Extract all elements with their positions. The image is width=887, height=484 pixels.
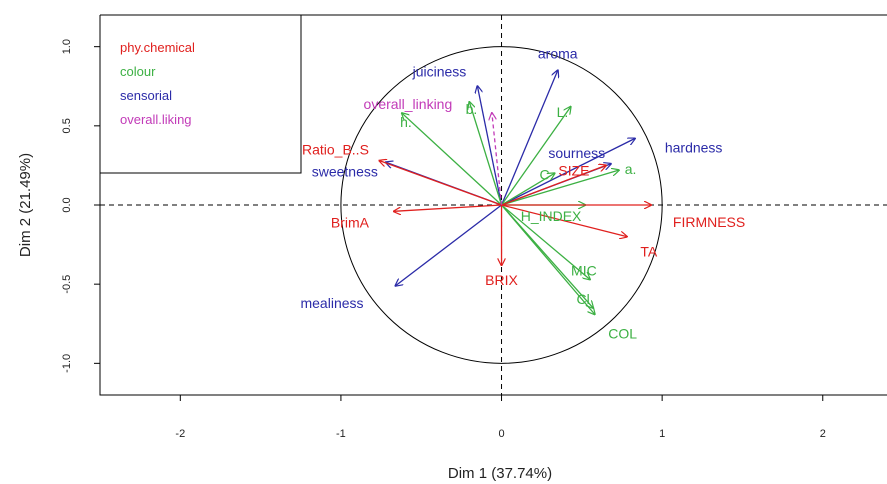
variable-arrows bbox=[379, 70, 650, 314]
label-juiciness: juiciness bbox=[412, 63, 467, 79]
x-tick-label: -1 bbox=[336, 428, 346, 440]
axis-ticks: -2 -1 0 1 2 -1.0 -0.5 0.0 0.5 1.0 bbox=[61, 39, 826, 440]
correlation-circle bbox=[340, 46, 663, 364]
x-axis-title: Dim 1 (37.74%) bbox=[448, 465, 552, 482]
label-b: b. bbox=[466, 101, 478, 117]
legend: phy.chemical colour sensorial overall.likin… bbox=[120, 40, 195, 127]
legend-entry-sensorial: sensorial bbox=[120, 88, 172, 103]
arrow-mic bbox=[501, 204, 590, 279]
label-h: h. bbox=[400, 114, 412, 130]
label-aroma: aroma bbox=[538, 45, 578, 61]
plot-border bbox=[99, 14, 887, 396]
arrow-mealiness bbox=[396, 204, 502, 286]
y-tick-label: -0.5 bbox=[61, 275, 73, 294]
legend-entry-phy-chemical: phy.chemical bbox=[120, 40, 195, 55]
arrow-col bbox=[501, 204, 595, 314]
arrow-a bbox=[501, 170, 619, 206]
y-tick-label: 0.5 bbox=[61, 118, 73, 133]
label-h-index: H_INDEX bbox=[521, 208, 582, 224]
arrow-size bbox=[501, 165, 606, 206]
arrow-l bbox=[500, 107, 571, 206]
arrow-aroma bbox=[500, 70, 558, 206]
y-tick-label: 0.0 bbox=[61, 197, 73, 212]
arrow-brima bbox=[394, 204, 502, 211]
arrow-hardness bbox=[501, 139, 635, 206]
legend-entry-colour: colour bbox=[120, 64, 156, 79]
label-overall-linking: overall_linking bbox=[364, 96, 453, 112]
arrow-ratio-b-s bbox=[379, 161, 502, 206]
label-sweetness: sweetness bbox=[312, 163, 378, 179]
arrow-b bbox=[469, 102, 503, 206]
label-hardness: hardness bbox=[665, 140, 723, 156]
label-ratio-b-s: Ratio_B..S bbox=[302, 142, 369, 158]
label-cl: Cl bbox=[576, 291, 589, 307]
arrow-juiciness bbox=[477, 86, 503, 206]
x-tick-label: -2 bbox=[175, 428, 185, 440]
x-tick-label: 2 bbox=[820, 428, 826, 440]
arrow-ta bbox=[501, 204, 627, 237]
label-brima: BrimA bbox=[331, 214, 370, 230]
label-mic: MIC bbox=[571, 262, 597, 278]
y-axis-title: Dim 2 (21.49%) bbox=[17, 153, 34, 257]
label-c: C. bbox=[540, 166, 554, 182]
label-a: a. bbox=[625, 161, 637, 177]
label-l: L. bbox=[557, 104, 569, 120]
arrow-overall-linking bbox=[492, 113, 503, 206]
legend-entry-overall-liking: overall.liking bbox=[120, 112, 192, 127]
x-tick-label: 0 bbox=[498, 428, 504, 440]
y-tick-label: -1.0 bbox=[61, 354, 73, 373]
label-mealiness: mealiness bbox=[300, 295, 363, 311]
arrow-c bbox=[501, 173, 555, 206]
arrow-h bbox=[402, 113, 502, 206]
label-col: COL bbox=[608, 325, 637, 341]
label-size: SIZE bbox=[558, 162, 589, 178]
label-firmness: FIRMNESS bbox=[673, 214, 745, 230]
variable-labels: aroma juiciness hardness sourness sweetness m… bbox=[300, 45, 745, 341]
label-brix: BRIX bbox=[485, 272, 518, 288]
x-tick-label: 1 bbox=[659, 428, 665, 440]
label-ta: TA bbox=[640, 244, 658, 260]
y-tick-label: 1.0 bbox=[61, 39, 73, 54]
plot-frame bbox=[99, 14, 887, 396]
label-sourness: sourness bbox=[548, 145, 605, 161]
